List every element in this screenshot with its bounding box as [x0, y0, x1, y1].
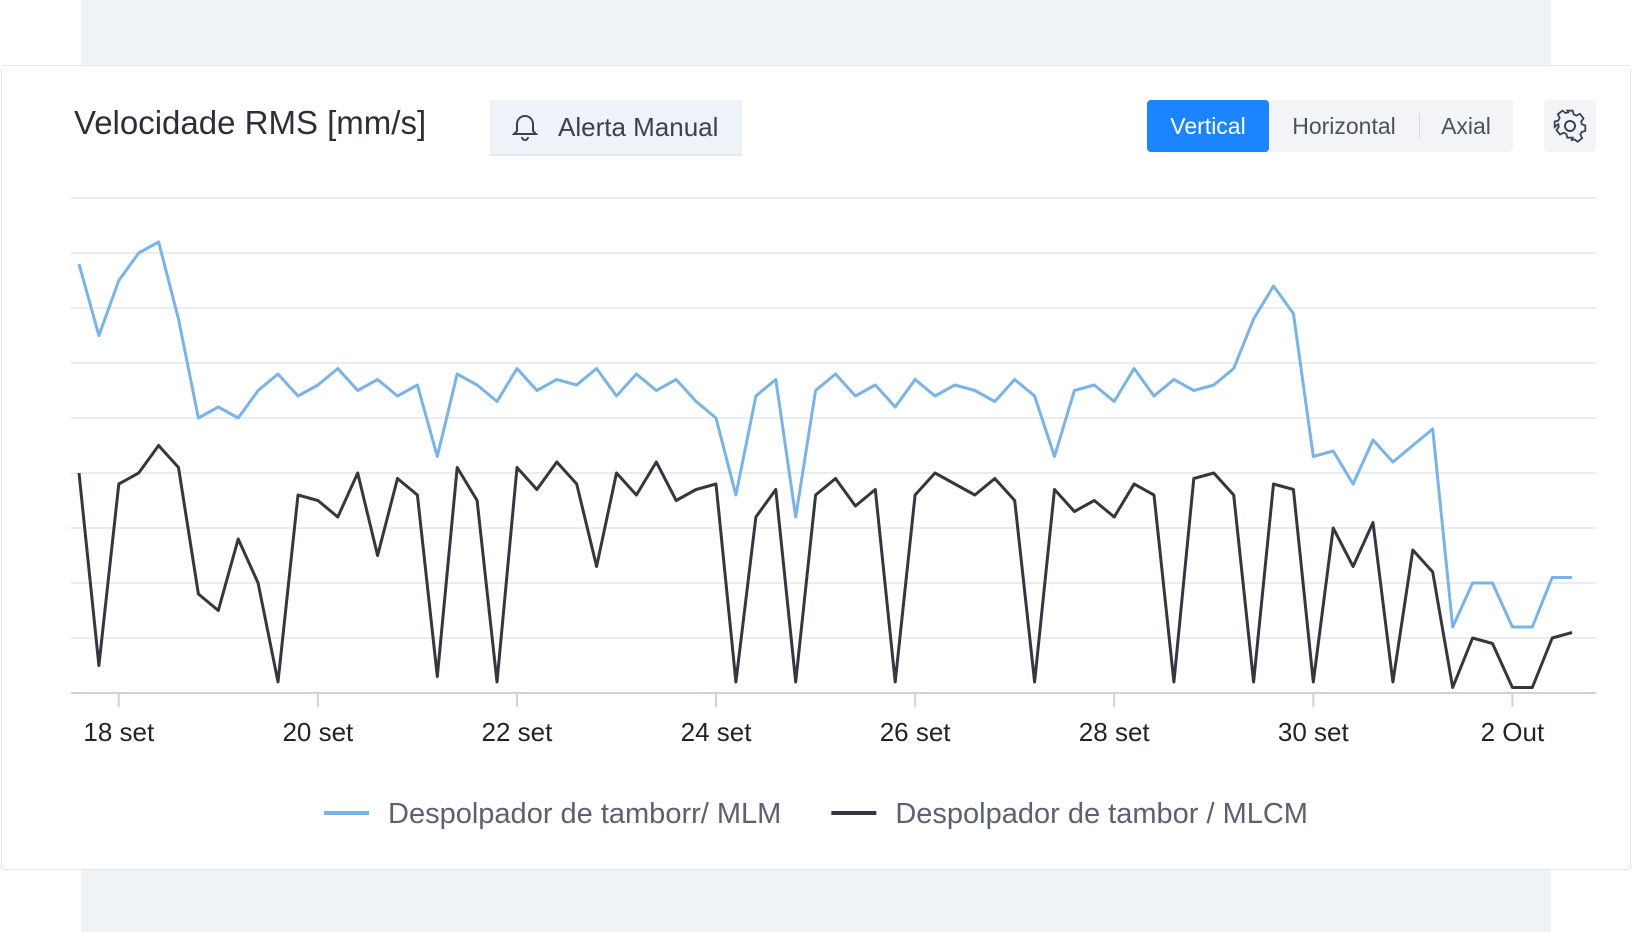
toggle-option[interactable]: Horizontal [1269, 113, 1420, 139]
settings-button[interactable] [1544, 100, 1596, 152]
x-tick-label: 20 set [282, 717, 354, 747]
alert-button[interactable]: Alerta Manual [490, 100, 742, 156]
bell-icon [512, 114, 538, 141]
x-tick-label: 26 set [880, 717, 952, 747]
x-tick-label: 22 set [482, 717, 554, 747]
toggle-option[interactable]: Axial [1441, 112, 1491, 139]
x-tick-label: 18 set [83, 717, 155, 747]
series-line [77, 240, 1573, 629]
legend-label: Despolpador de tamborr/ MLM [388, 798, 781, 830]
series-line [77, 444, 1573, 689]
gear-icon [1553, 109, 1587, 143]
alert-label: Alerta Manual [558, 111, 719, 142]
legend: Despolpador de tamborr/ MLM Despolpador d… [324, 798, 1308, 830]
chart-title: Velocidade RMS [mm/s] [74, 104, 427, 141]
x-tick-label: 30 set [1278, 717, 1350, 747]
x-tick-label: 24 set [681, 717, 753, 747]
legend-label: Despolpador de tambor / MLCM [895, 798, 1308, 830]
x-tick-label: 28 set [1079, 717, 1151, 747]
x-tick-label: 2 Out [1481, 717, 1545, 747]
view-toggle: Vertical Horizontal Axial [1147, 100, 1513, 152]
toggle-option[interactable]: Vertical [1147, 100, 1269, 152]
